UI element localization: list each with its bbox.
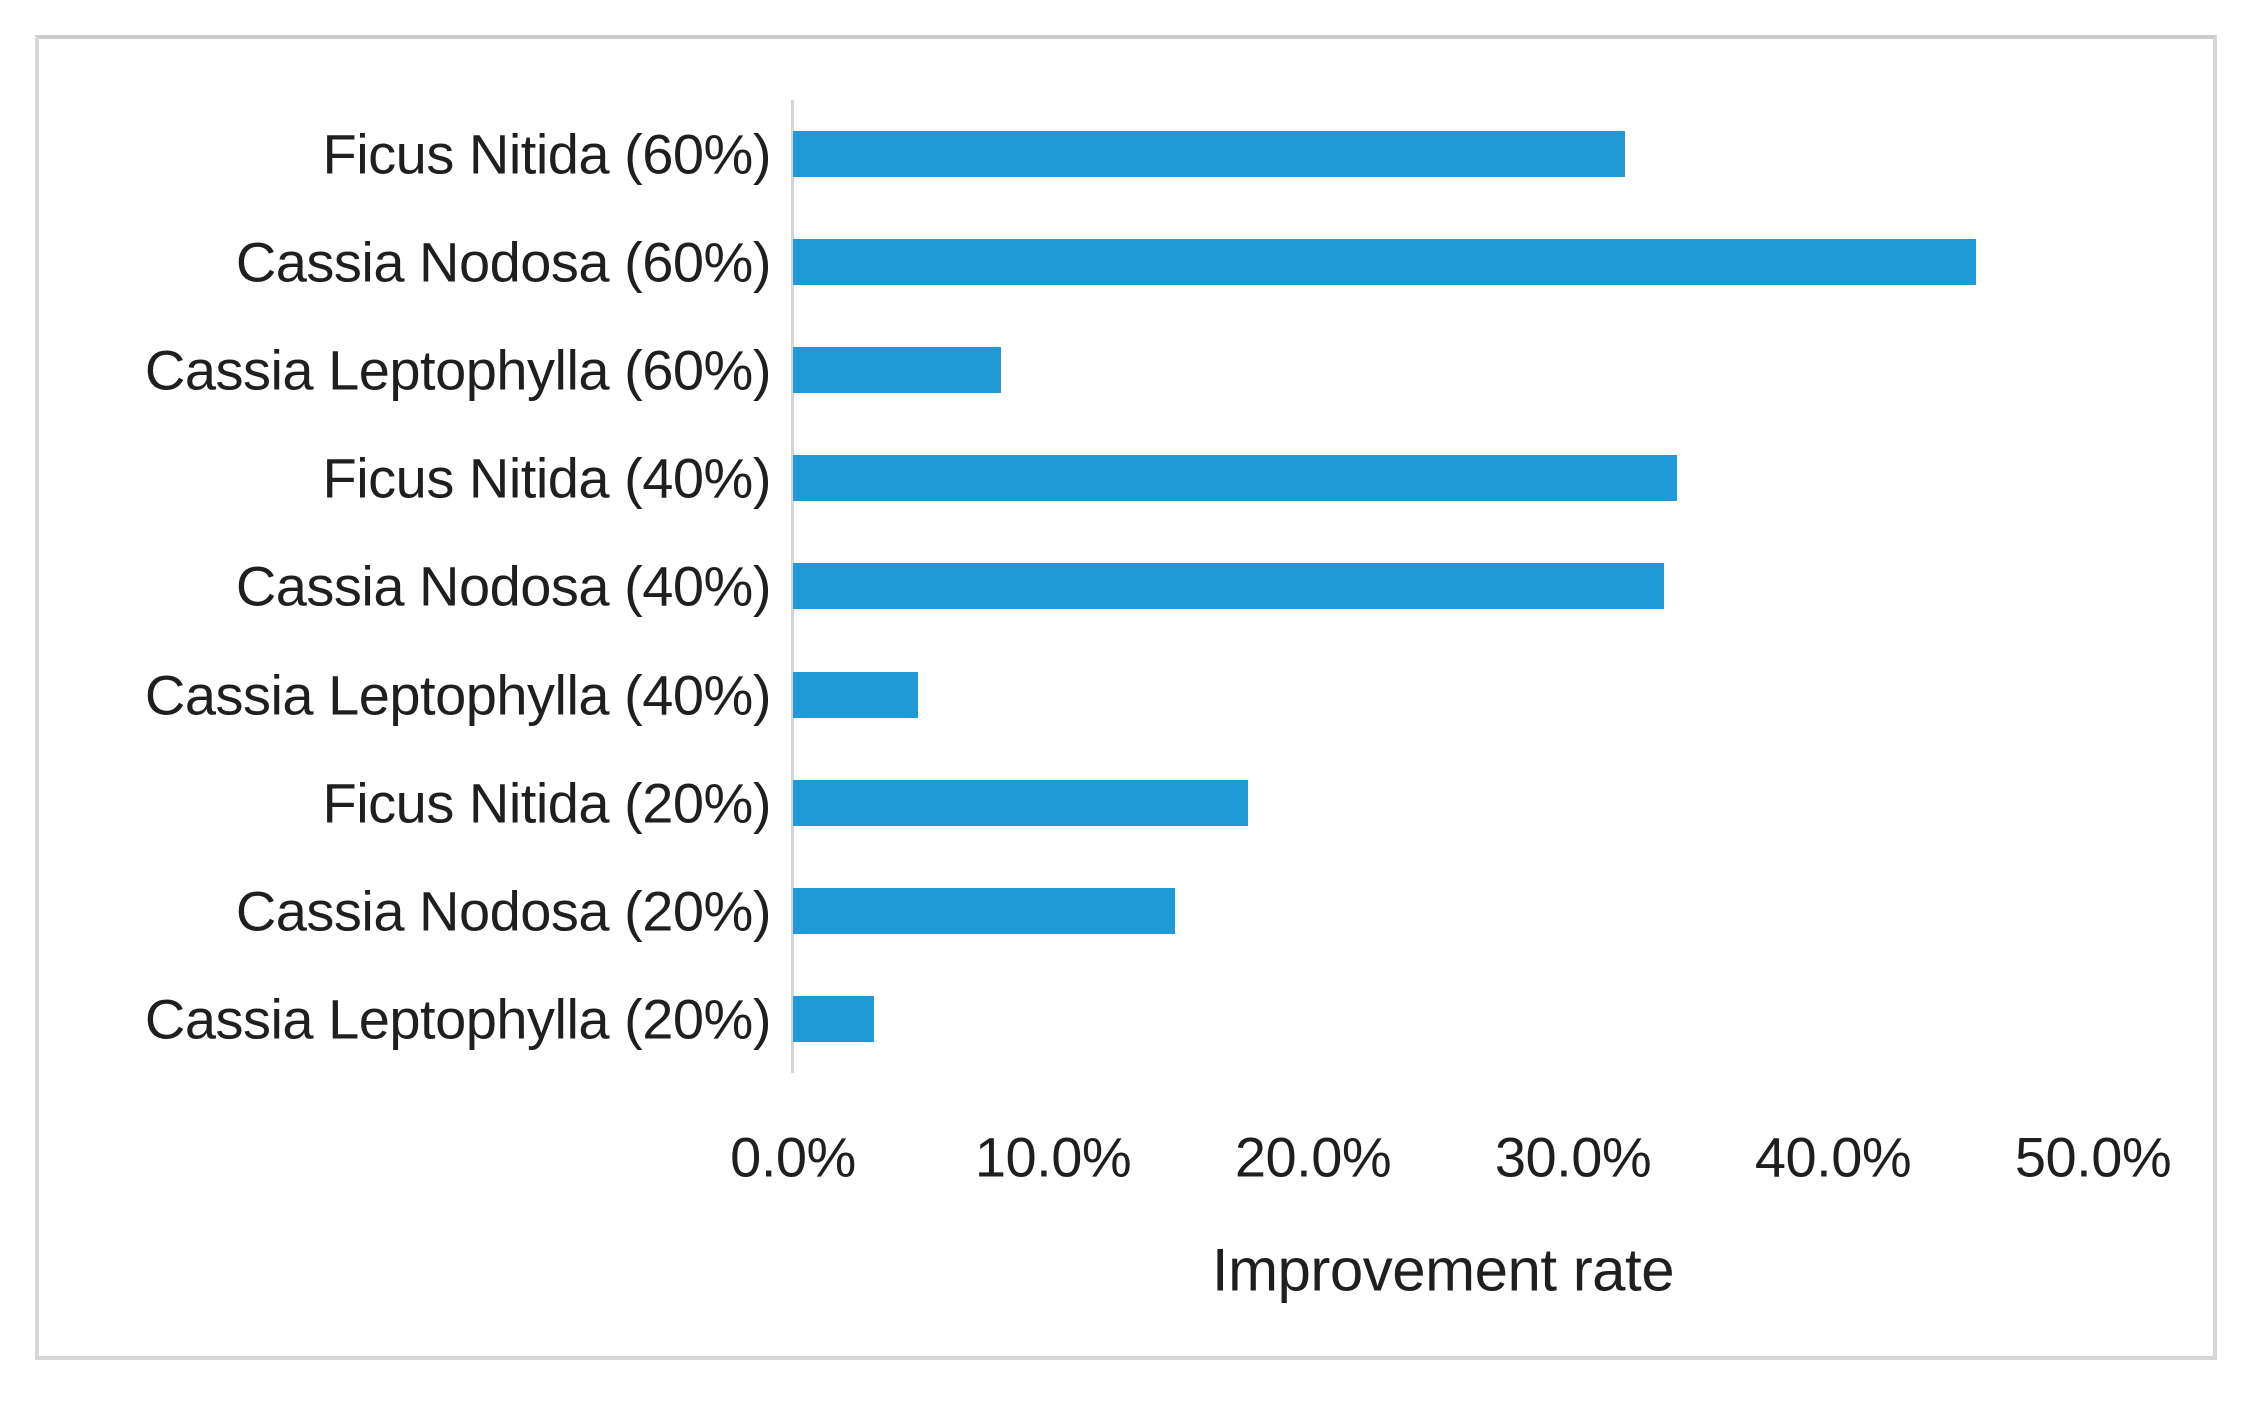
category-label: Cassia Nodosa (40%) bbox=[235, 554, 772, 618]
bar bbox=[793, 671, 918, 718]
bar bbox=[793, 779, 1248, 826]
x-tick-label: 40.0% bbox=[1754, 1125, 1912, 1189]
bar bbox=[793, 887, 1175, 934]
category-label: Ficus Nitida (20%) bbox=[322, 771, 772, 835]
category-label: Ficus Nitida (60%) bbox=[322, 122, 772, 186]
category-label: Ficus Nitida (40%) bbox=[322, 446, 772, 510]
category-label: Cassia Leptophylla (40%) bbox=[144, 663, 772, 727]
x-tick-label: 50.0% bbox=[2014, 1125, 2172, 1189]
x-tick-label: 10.0% bbox=[974, 1125, 1132, 1189]
bar bbox=[793, 131, 1625, 178]
bar bbox=[793, 239, 1976, 286]
x-tick-label: 0.0% bbox=[730, 1125, 856, 1189]
category-label: Cassia Nodosa (60%) bbox=[235, 230, 772, 294]
x-axis-title: Improvement rate bbox=[1211, 1236, 1675, 1304]
bar bbox=[793, 563, 1664, 610]
x-tick-label: 30.0% bbox=[1494, 1125, 1652, 1189]
category-label: Cassia Leptophylla (20%) bbox=[144, 987, 772, 1051]
x-tick-label: 20.0% bbox=[1234, 1125, 1392, 1189]
chart-frame: Improvement rate Ficus Nitida (60%) Cassi… bbox=[35, 35, 2217, 1360]
category-label: Cassia Leptophylla (60%) bbox=[144, 338, 772, 402]
bar bbox=[793, 347, 1001, 394]
category-label: Cassia Nodosa (20%) bbox=[235, 879, 772, 943]
bar bbox=[793, 455, 1677, 502]
y-axis-line bbox=[791, 100, 794, 1073]
bar bbox=[793, 995, 874, 1042]
